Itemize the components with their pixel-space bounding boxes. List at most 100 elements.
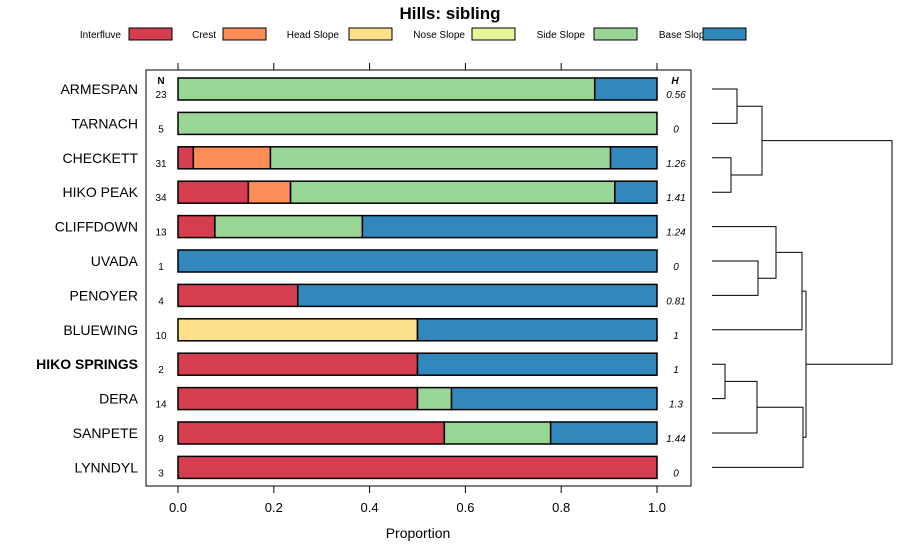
bar-segment-head-slope [177, 318, 419, 342]
h-value: 1.26 [666, 159, 686, 170]
h-value: 0.81 [666, 296, 685, 307]
bar-segment-side-slope [214, 214, 364, 239]
dendrogram-link [712, 251, 803, 331]
x-tick-label: 1.0 [648, 500, 666, 515]
dendrogram [712, 88, 893, 468]
bar-segment-interfluve [177, 214, 216, 239]
row-label: PENOYER [70, 287, 138, 303]
legend-label-crest: Crest [192, 30, 216, 41]
row-label: UVADA [91, 253, 139, 269]
dendrogram-link [712, 88, 738, 124]
bar-segment-interfluve [177, 455, 658, 480]
bar-segment-base-slope [416, 352, 658, 376]
bar-row: LYNNDYL 3 0 [74, 455, 679, 480]
h-value: 1 [673, 331, 679, 342]
bar-row: SANPETE 9 1.44 [73, 421, 686, 445]
bar-segment-base-slope [177, 249, 658, 273]
legend-label-interfluve: Interfluve [80, 30, 122, 41]
dendrogram-link [762, 140, 893, 365]
n-value: 4 [158, 296, 164, 307]
legend-label-head-slope: Head Slope [287, 30, 340, 41]
bar-segment-base-slope [450, 386, 658, 411]
bar-segment-side-slope [416, 386, 453, 411]
row-label: ARMESPAN [60, 81, 138, 97]
bar-segment-base-slope [416, 318, 658, 342]
row-label: HIKO PEAK [63, 184, 139, 200]
n-value: 2 [158, 365, 164, 376]
legend-swatch-nose-slope [471, 27, 516, 41]
row-label: CHECKETT [63, 150, 139, 166]
legend: Interfluve Crest Head Slope Nose Slope Side … [80, 27, 747, 41]
row-label: SANPETE [73, 425, 138, 441]
n-value: 10 [155, 331, 167, 342]
x-tick-label: 0.6 [456, 500, 474, 515]
bar-segment-base-slope [593, 77, 658, 101]
bar-row: CHECKETT 31 1.26 [63, 146, 686, 170]
bar-row: PENOYER 4 0.81 [70, 283, 686, 308]
dendrogram-link [712, 380, 758, 434]
dendrogram-link [712, 157, 732, 193]
h-value: 1.24 [666, 228, 686, 239]
x-tick-label: 0.0 [169, 500, 187, 515]
h-value: 0 [673, 124, 679, 135]
row-label: LYNNDYL [74, 459, 138, 475]
x-tick-label: 0.2 [265, 500, 283, 515]
bar-segment-side-slope [269, 146, 612, 170]
legend-swatch-head-slope [348, 27, 393, 41]
h-value: 1 [673, 365, 679, 376]
bar-row: ARMESPAN 23 0.56 [60, 77, 686, 101]
legend-swatch-crest [222, 27, 267, 41]
legend-label-nose-slope: Nose Slope [413, 30, 465, 41]
bar-segment-side-slope [443, 421, 552, 445]
x-tick-label: 0.4 [361, 500, 379, 515]
bar-segment-interfluve [177, 352, 419, 376]
n-value: 3 [158, 468, 164, 479]
n-value: 5 [158, 124, 164, 135]
bar-row: CLIFFDOWN 13 1.24 [55, 214, 686, 239]
dendrogram-link [712, 363, 726, 400]
n-value: 31 [155, 159, 167, 170]
chart-title: Hills: sibling [399, 4, 500, 23]
h-value: 0 [673, 262, 679, 273]
legend-swatch-side-slope [593, 27, 638, 41]
n-value: 1 [158, 262, 164, 273]
h-value: 1.41 [666, 193, 685, 204]
bar-segment-side-slope [289, 180, 616, 204]
bar-segment-interfluve [177, 146, 195, 170]
bar-row: UVADA 1 0 [91, 249, 679, 273]
row-label: CLIFFDOWN [55, 219, 138, 235]
dendrogram-link [731, 105, 763, 176]
bar-segment-side-slope [177, 77, 596, 101]
row-label: HIKO SPRINGS [36, 356, 138, 372]
n-value: 14 [155, 400, 167, 411]
bar-row: TARNACH 5 0 [71, 111, 679, 135]
h-column-header: H [671, 76, 679, 87]
row-label: DERA [99, 391, 139, 407]
top-axis-ticks [177, 63, 658, 70]
x-axis-title: Proportion [386, 525, 451, 541]
bar-segment-base-slope [609, 146, 658, 170]
dendrogram-link [712, 226, 777, 279]
legend-swatch-base-slope [702, 27, 747, 41]
bar-segment-interfluve [177, 386, 419, 411]
bar-segment-interfluve [177, 421, 446, 445]
n-column-header: N [157, 76, 164, 87]
dendrogram-link [712, 260, 759, 296]
bar-segment-base-slope [614, 180, 658, 204]
n-value: 23 [155, 90, 167, 101]
bar-row: BLUEWING 10 1 [63, 318, 679, 342]
legend-swatch-interfluve [128, 27, 173, 41]
h-value: 0.56 [666, 90, 686, 101]
bar-row: DERA 14 1.3 [99, 386, 683, 411]
plot-frame [145, 69, 692, 487]
bar-row: HIKO SPRINGS 2 1 [36, 352, 679, 376]
n-value: 34 [155, 193, 167, 204]
legend-label-side-slope: Side Slope [537, 30, 586, 41]
bar-segment-crest [247, 180, 292, 204]
n-value: 13 [155, 228, 167, 239]
h-value: 1.3 [669, 400, 683, 411]
bar-segment-interfluve [177, 283, 299, 308]
h-value: 0 [673, 468, 679, 479]
